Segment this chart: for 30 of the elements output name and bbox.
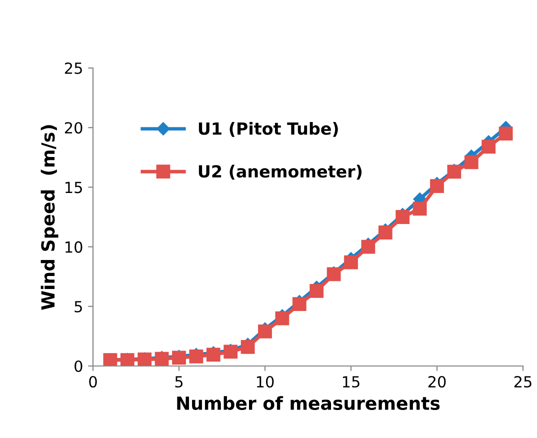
legend-label: U2 (anemometer) [198,164,362,180]
x-tick-label: 0 [89,376,97,388]
legend-label: U1 (Pitot Tube) [198,122,338,137]
point [240,340,255,354]
y-axis-title: Wind Speed (m/s) [40,125,58,310]
point [275,311,290,326]
point [396,210,410,224]
x-axis-title: Number of measurements [177,396,440,410]
y-tick-label: 15 [66,182,82,194]
x-tick-label: 10 [256,376,274,388]
point [292,297,306,311]
y-tick-label: 25 [64,62,82,74]
y-tick-label: 0 [74,360,82,372]
x-tick-label: 25 [514,376,532,388]
point [378,226,392,240]
x-tick-label: 5 [175,376,183,388]
y-tick-label: 10 [66,241,82,253]
point [361,240,376,254]
point [464,155,478,170]
x-tick-label: 15 [342,376,360,388]
point [412,202,427,216]
x-tick-label: 20 [428,376,446,388]
point [258,324,272,338]
y-tick-label: 20 [64,122,82,134]
y-tick-label: 5 [74,301,82,312]
point [430,179,444,193]
point [344,255,358,270]
point [310,284,324,298]
point [498,126,513,141]
point [482,140,496,154]
